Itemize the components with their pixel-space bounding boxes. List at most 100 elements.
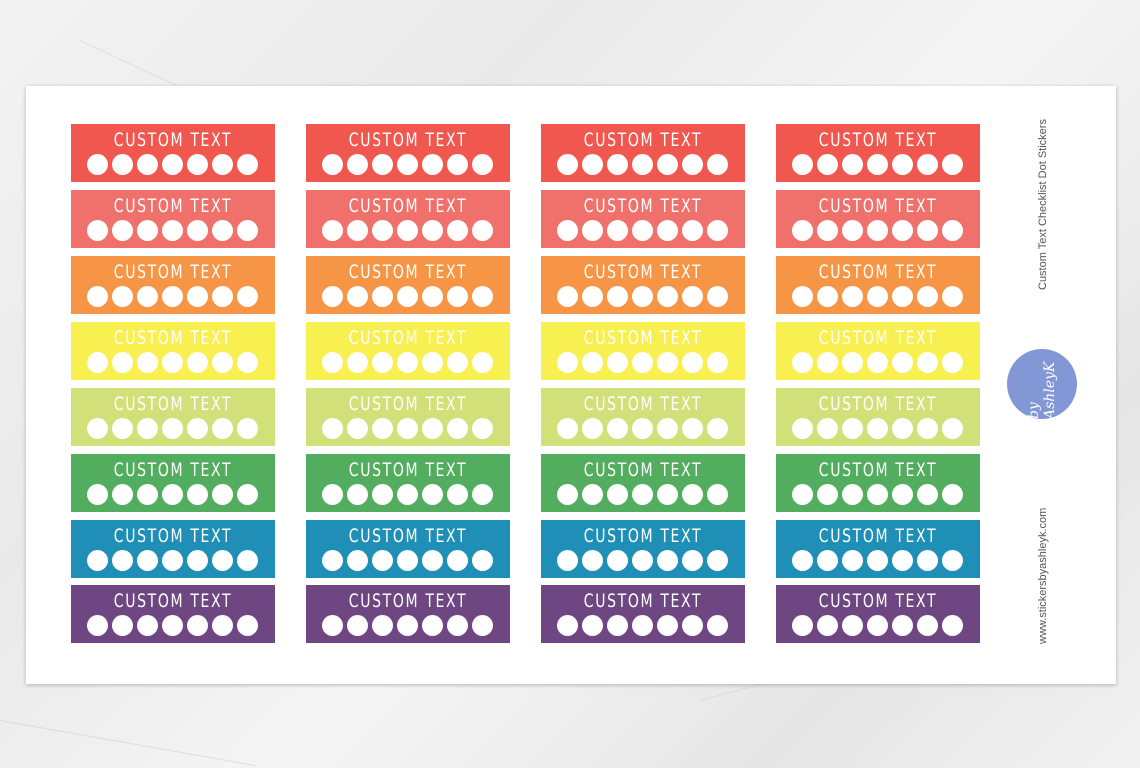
checklist-dot <box>162 220 183 241</box>
checklist-dot <box>582 484 603 505</box>
checklist-dot <box>632 418 653 439</box>
checklist-sticker: CUSTOM TEXT <box>541 124 745 182</box>
checklist-dot <box>212 220 233 241</box>
checklist-dot <box>792 418 813 439</box>
checklist-dot <box>87 615 108 636</box>
checklist-dot <box>942 550 963 571</box>
checklist-dot <box>682 154 703 175</box>
checklist-dot <box>137 615 158 636</box>
checklist-dot <box>892 550 913 571</box>
checklist-dot <box>472 615 493 636</box>
sticker-label: CUSTOM TEXT <box>348 525 468 547</box>
checklist-dot <box>817 484 838 505</box>
sticker-label: CUSTOM TEXT <box>583 195 703 217</box>
checklist-sticker: CUSTOM TEXT <box>541 520 745 578</box>
checklist-dot <box>137 418 158 439</box>
checklist-dot <box>817 615 838 636</box>
checklist-sticker: CUSTOM TEXT <box>776 322 980 380</box>
sticker-label: CUSTOM TEXT <box>583 590 703 612</box>
checklist-dot <box>632 286 653 307</box>
checklist-dot <box>842 484 863 505</box>
checklist-dot <box>447 154 468 175</box>
checklist-dot <box>347 154 368 175</box>
checklist-dot <box>892 154 913 175</box>
sticker-label: CUSTOM TEXT <box>818 393 938 415</box>
checklist-sticker: CUSTOM TEXT <box>541 585 745 643</box>
checklist-dot <box>582 615 603 636</box>
checklist-dot <box>707 418 728 439</box>
checklist-dot <box>942 286 963 307</box>
sticker-label: CUSTOM TEXT <box>583 393 703 415</box>
checklist-dot <box>372 220 393 241</box>
sticker-label: CUSTOM TEXT <box>348 393 468 415</box>
sticker-sheet: CUSTOM TEXT CUSTOM TEXT CUSTOM TEXT CUSTOM … <box>26 86 1116 684</box>
checklist-dot <box>607 286 628 307</box>
checklist-dot <box>472 484 493 505</box>
checklist-dot <box>162 550 183 571</box>
checklist-dot <box>817 286 838 307</box>
checklist-dot <box>237 154 258 175</box>
checklist-dot <box>792 154 813 175</box>
checklist-dot <box>582 154 603 175</box>
checklist-dot <box>397 352 418 373</box>
checklist-dot <box>422 286 443 307</box>
checklist-dot <box>682 286 703 307</box>
marble-vein <box>0 720 257 767</box>
checklist-dot <box>557 550 578 571</box>
checklist-dot <box>87 418 108 439</box>
checklist-dot <box>372 154 393 175</box>
checklist-dot <box>237 286 258 307</box>
checklist-sticker: CUSTOM TEXT <box>776 585 980 643</box>
sticker-label: CUSTOM TEXT <box>113 459 233 481</box>
checklist-dot <box>347 286 368 307</box>
checklist-dot <box>792 220 813 241</box>
checklist-dot <box>557 484 578 505</box>
checklist-sticker: CUSTOM TEXT <box>541 322 745 380</box>
checklist-dot <box>582 286 603 307</box>
checklist-dot <box>682 615 703 636</box>
checklist-dot <box>472 220 493 241</box>
sticker-label: CUSTOM TEXT <box>348 590 468 612</box>
checklist-dot <box>607 220 628 241</box>
checklist-dot <box>137 484 158 505</box>
checklist-dot <box>112 615 133 636</box>
checklist-dot <box>892 615 913 636</box>
sticker-label: CUSTOM TEXT <box>818 327 938 349</box>
checklist-sticker: CUSTOM TEXT <box>306 454 510 512</box>
checklist-dot <box>582 352 603 373</box>
checklist-dot <box>707 220 728 241</box>
checklist-dot <box>212 484 233 505</box>
checklist-dot <box>942 352 963 373</box>
checklist-dot <box>867 286 888 307</box>
checklist-dot <box>372 550 393 571</box>
checklist-dot <box>817 154 838 175</box>
checklist-sticker: CUSTOM TEXT <box>306 585 510 643</box>
checklist-dot <box>632 220 653 241</box>
checklist-dot <box>137 154 158 175</box>
checklist-dot <box>397 615 418 636</box>
checklist-dot <box>942 484 963 505</box>
checklist-dot <box>867 154 888 175</box>
checklist-dot <box>162 286 183 307</box>
checklist-dot <box>472 352 493 373</box>
checklist-dot <box>87 220 108 241</box>
checklist-dot <box>917 286 938 307</box>
checklist-dot <box>607 418 628 439</box>
checklist-dot <box>892 220 913 241</box>
checklist-dot <box>187 220 208 241</box>
checklist-dot <box>582 220 603 241</box>
checklist-dot <box>87 484 108 505</box>
checklist-dot <box>707 484 728 505</box>
checklist-sticker: CUSTOM TEXT <box>71 256 275 314</box>
checklist-dot <box>867 615 888 636</box>
checklist-dot <box>557 418 578 439</box>
checklist-dot <box>397 220 418 241</box>
checklist-dot <box>447 550 468 571</box>
checklist-dot <box>372 615 393 636</box>
sticker-label: CUSTOM TEXT <box>818 459 938 481</box>
checklist-dot <box>657 154 678 175</box>
checklist-dot <box>892 286 913 307</box>
checklist-dot <box>347 484 368 505</box>
checklist-dot <box>397 484 418 505</box>
checklist-dot <box>187 286 208 307</box>
